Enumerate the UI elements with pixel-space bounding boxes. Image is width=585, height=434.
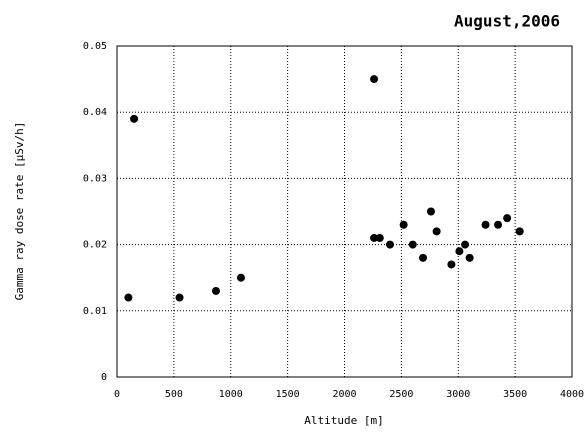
x-tick-label: 3500: [503, 389, 527, 400]
point: [494, 220, 503, 229]
point: [408, 240, 417, 249]
point: [175, 293, 184, 302]
point: [418, 253, 427, 262]
x-tick-label: 3000: [446, 389, 470, 400]
point: [503, 214, 512, 223]
plot-frame: [116, 45, 573, 378]
point: [375, 233, 384, 242]
point: [455, 247, 464, 256]
x-axis-label: Altitude [m]: [304, 414, 383, 427]
chart-title: August,2006: [454, 12, 560, 31]
y-tick-label: 0: [101, 372, 107, 383]
point: [399, 220, 408, 229]
point: [236, 273, 245, 282]
y-tick-label: 0.02: [83, 240, 107, 251]
y-tick-label: 0.05: [83, 41, 107, 52]
point: [211, 286, 220, 295]
y-axis-label: Gamma ray dose rate [μSv/h]: [13, 122, 26, 301]
point: [432, 227, 441, 236]
x-tick-label: 2000: [332, 389, 356, 400]
point: [130, 114, 139, 123]
point: [386, 240, 394, 249]
point: [124, 293, 133, 302]
point: [370, 233, 379, 242]
y-tick-label: 0.01: [83, 306, 107, 317]
point: [461, 240, 470, 249]
point: [465, 253, 474, 262]
x-tick-label: 4000: [560, 389, 584, 400]
y-tick-label: 0.03: [83, 173, 107, 184]
x-tick-label: 2500: [389, 389, 413, 400]
y-tick-label: 0.04: [83, 107, 107, 118]
x-tick-label: 1500: [276, 389, 300, 400]
point: [481, 220, 490, 229]
point: [447, 260, 456, 269]
point: [426, 207, 435, 216]
x-tick-label: 0: [114, 389, 120, 400]
x-tick-label: 1000: [219, 389, 243, 400]
x-tick-label: 500: [165, 389, 183, 400]
point: [515, 227, 524, 236]
point: [370, 75, 379, 84]
